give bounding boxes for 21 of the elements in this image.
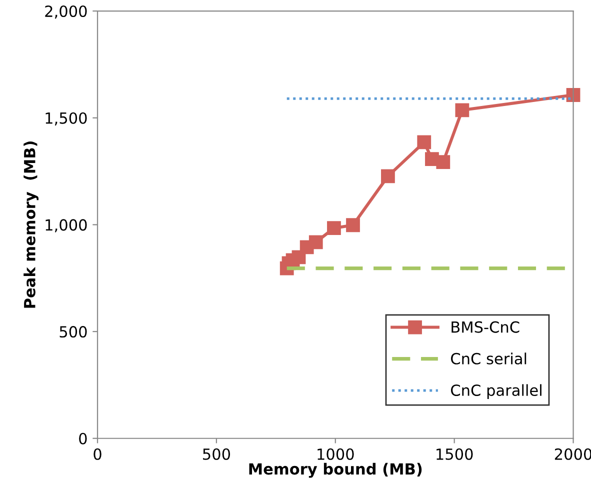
legend-label: CnC parallel <box>451 384 542 399</box>
x-tick-label: 0 <box>94 448 102 460</box>
legend-label: CnC serial <box>451 352 526 364</box>
x-tick-label: 1500 <box>436 448 473 460</box>
point <box>417 135 432 150</box>
x-tick-label: 1000 <box>318 448 354 460</box>
y-tick-label: 500 <box>60 326 87 338</box>
y-tick-label: 0 <box>79 432 87 444</box>
y-axis-title: Peak memory (MB) <box>24 142 38 308</box>
y-tick-label: 1,500 <box>46 112 87 126</box>
y-tick-label: 1,000 <box>46 219 87 232</box>
point <box>436 155 450 170</box>
legend-label: BMS-CnC <box>452 321 520 333</box>
point <box>327 221 341 236</box>
y-tick-label: 2,000 <box>45 5 87 19</box>
x-tick-label: 500 <box>203 448 230 460</box>
point <box>346 218 360 232</box>
x-axis-title: Memory bound (MB) <box>249 462 422 478</box>
point <box>455 103 470 118</box>
point <box>308 235 323 250</box>
point <box>381 169 395 184</box>
